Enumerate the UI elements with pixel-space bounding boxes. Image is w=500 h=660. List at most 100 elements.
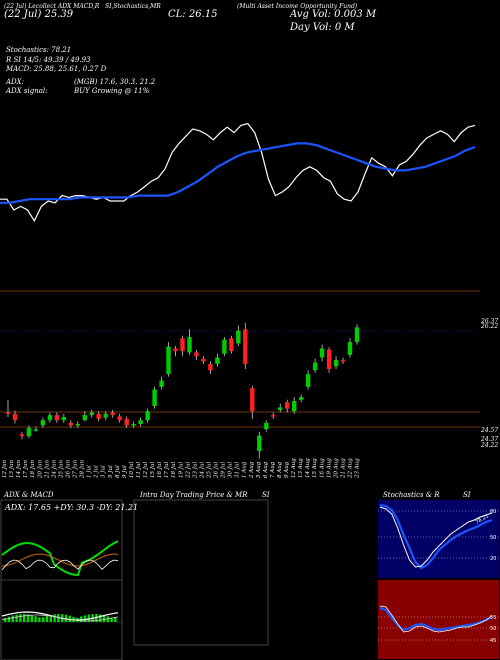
candle-body (250, 388, 255, 412)
stoch-panel-bg (378, 500, 499, 578)
macd-bar (30, 615, 33, 622)
macd-bar (42, 617, 45, 622)
candle-body (257, 435, 262, 451)
date-label: 24 Jul (199, 462, 205, 479)
macd-bar (110, 617, 113, 622)
date-label: 31 Jul (235, 462, 241, 478)
stoch-level-label: 20 (490, 556, 496, 562)
date-label: 12 Aug (291, 458, 297, 478)
candle-body (47, 415, 53, 421)
date-label: 18 Jul (171, 462, 177, 478)
date-label: 7 Aug (270, 461, 276, 478)
price-axis-low3: 24.22 (481, 442, 499, 449)
macd-bar (26, 614, 30, 622)
date-label: 13 Aug (298, 458, 304, 478)
date-label: 13 Jun (9, 460, 15, 478)
macd-bar (11, 615, 14, 622)
candle-body (208, 363, 213, 371)
candle-body (131, 424, 136, 426)
date-label: 3 Jul (101, 465, 107, 478)
date-label: 24 Jun (51, 460, 57, 479)
date-label: 2 Aug (249, 461, 255, 479)
candle-body (26, 427, 32, 437)
adx-values: (MGB) 17.6, 30.3, 21.2 (74, 78, 156, 86)
stoch-white-line (379, 506, 493, 568)
date-label: 6 Aug (263, 461, 269, 478)
candle-body (236, 330, 241, 344)
header-line1: (22 Jul) Lecollect ADX MACD,R (4, 3, 100, 10)
candle-body (40, 420, 46, 426)
date-label: 14 Jun (16, 460, 22, 478)
candle-body (54, 415, 60, 421)
candle-body (292, 401, 297, 412)
candle-body (138, 420, 143, 424)
macd-bar (87, 614, 90, 622)
macd-bar (114, 617, 117, 622)
date-label: 26 Jun (65, 460, 71, 479)
price-axis-low2: 24.37 (481, 436, 499, 443)
macd-bar (64, 614, 68, 622)
candle-body (75, 424, 80, 426)
candle-body (173, 348, 178, 352)
date-label: 5 Jul (108, 465, 114, 478)
candle-body (340, 360, 346, 362)
adx-signal-value: BUY Growing @ 11% (74, 87, 150, 95)
price-axis-top2: 26.22 (481, 323, 499, 330)
indicator-white-line (0, 122, 476, 223)
stoch-level-label: 80 (490, 509, 496, 515)
macd-readout: MACD: 25.88, 25.61, 0.27 D (6, 65, 107, 73)
macd-bar (68, 615, 71, 622)
candle-body (89, 412, 94, 416)
candle-body (110, 412, 115, 416)
date-label: 22 Jul (185, 462, 191, 479)
adx-signal-label: ADX signal: (6, 87, 48, 95)
date-label: 19 Aug (326, 458, 332, 478)
rsi-level-label: 55 (490, 615, 496, 621)
date-label: 23 Jul (192, 462, 198, 479)
adx-green-line (1, 540, 119, 577)
candle-body (243, 329, 248, 364)
macd-bar (83, 615, 87, 622)
stoch-blue-line (379, 503, 493, 570)
date-label: 12 Jun (2, 460, 8, 478)
date-label: 21 Jun (44, 460, 50, 479)
date-label: 1 Aug (242, 461, 248, 478)
date-label: 5 Aug (256, 461, 262, 478)
macd-bar (38, 617, 41, 622)
header-line1-b: SI,Stochastics,MR (105, 3, 161, 10)
date-label: 30 Jul (228, 462, 234, 478)
macd-bar (102, 615, 106, 622)
date-label: 12 Jul (143, 462, 149, 478)
macd-bar (34, 616, 37, 622)
candle-body (19, 434, 25, 437)
rsi-level-label: 50 (490, 626, 496, 632)
candle-body (229, 338, 234, 352)
date-label: 28 Jun (80, 460, 86, 479)
rsi-white-line (379, 605, 493, 633)
date-label: 16 Aug (319, 458, 325, 478)
price-axis-low: 24.57 (481, 427, 499, 434)
macd-bar (53, 614, 56, 622)
candle-body (68, 422, 73, 426)
candle-body (333, 360, 339, 367)
candle-body (159, 380, 164, 387)
adx-orange-line (1, 553, 119, 567)
rsi-panel-bg (378, 580, 499, 659)
date-label: 8 Jul (115, 465, 121, 478)
macd-bar (4, 618, 7, 622)
candle-body (347, 342, 353, 355)
candle-body (264, 422, 269, 430)
adx-panel-values: ADX: 17.65 +DY: 30.3 -DY: 21.21 (5, 503, 139, 512)
candle-body (354, 327, 360, 343)
date-label: 20 Jun (37, 460, 43, 479)
date-label: 11 Jul (136, 462, 142, 478)
macd-bar (15, 614, 18, 622)
candle-body (201, 358, 206, 362)
candle-body (33, 429, 39, 431)
date-label: 25 Jul (206, 462, 212, 479)
candle-body (319, 348, 325, 358)
candle-body (12, 413, 18, 421)
candle-body (312, 362, 318, 371)
candle-body (187, 337, 192, 353)
